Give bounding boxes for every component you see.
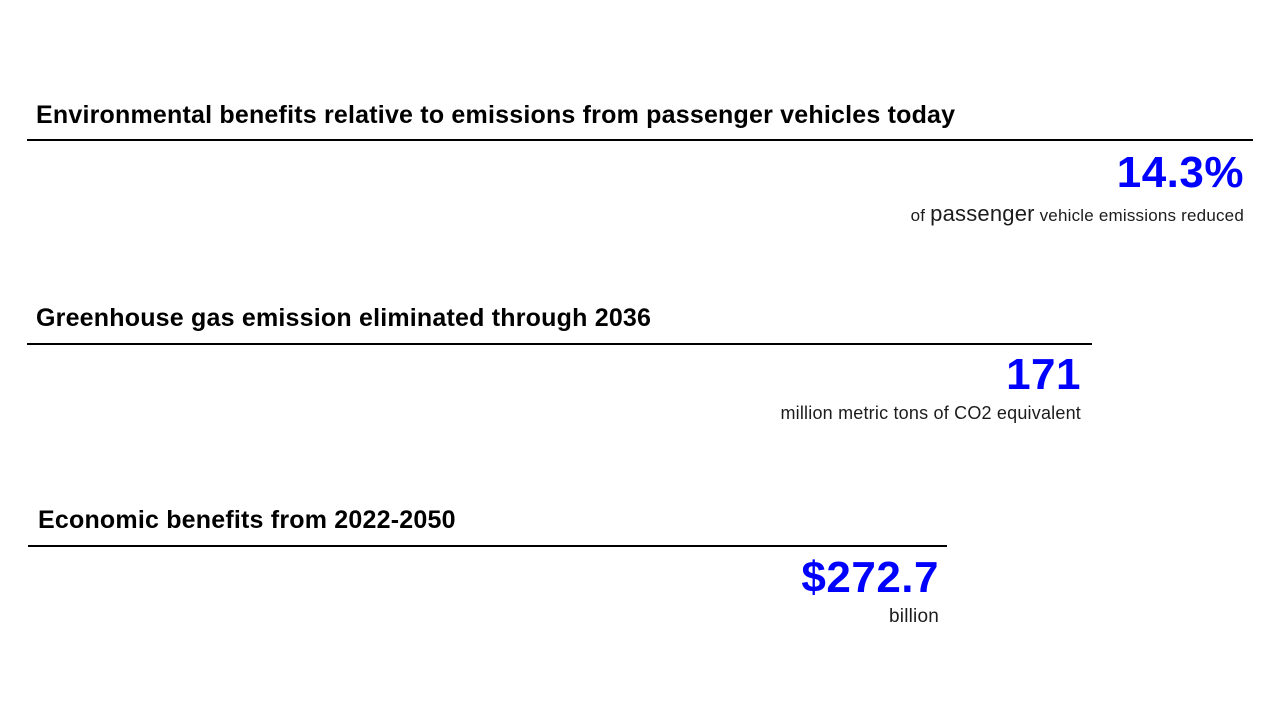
economic-benefits-stat-value: $272.7 (801, 553, 939, 602)
greenhouse-gas-divider (27, 343, 1092, 345)
environmental-benefits-divider (27, 139, 1253, 141)
co2-eliminated-stat-value: 171 (1006, 350, 1081, 399)
greenhouse-gas-stat-block: 171 million metric tons of CO2 equivalen… (780, 351, 1081, 424)
caption-emphasis: passenger (930, 200, 1035, 226)
passenger-emissions-stat-caption: of passenger vehicle emissions reduced (911, 201, 1244, 227)
environmental-benefits-heading: Environmental benefits relative to emiss… (36, 101, 956, 129)
greenhouse-gas-heading: Greenhouse gas emission eliminated throu… (36, 304, 652, 332)
caption-prefix: of (910, 205, 931, 225)
economic-benefits-stat-caption: billion (889, 605, 939, 627)
economic-benefits-heading: Economic benefits from 2022-2050 (38, 506, 456, 534)
passenger-emissions-stat-value: 14.3% (1116, 148, 1244, 197)
environmental-benefits-stat-block: 14.3% of passenger vehicle emissions red… (911, 149, 1244, 227)
economic-benefits-divider (28, 545, 947, 547)
economic-benefits-stat-block: $272.7 billion (801, 554, 939, 628)
caption-suffix: vehicle emissions reduced (1034, 205, 1244, 225)
co2-eliminated-stat-caption: million metric tons of CO2 equivalent (780, 402, 1081, 423)
